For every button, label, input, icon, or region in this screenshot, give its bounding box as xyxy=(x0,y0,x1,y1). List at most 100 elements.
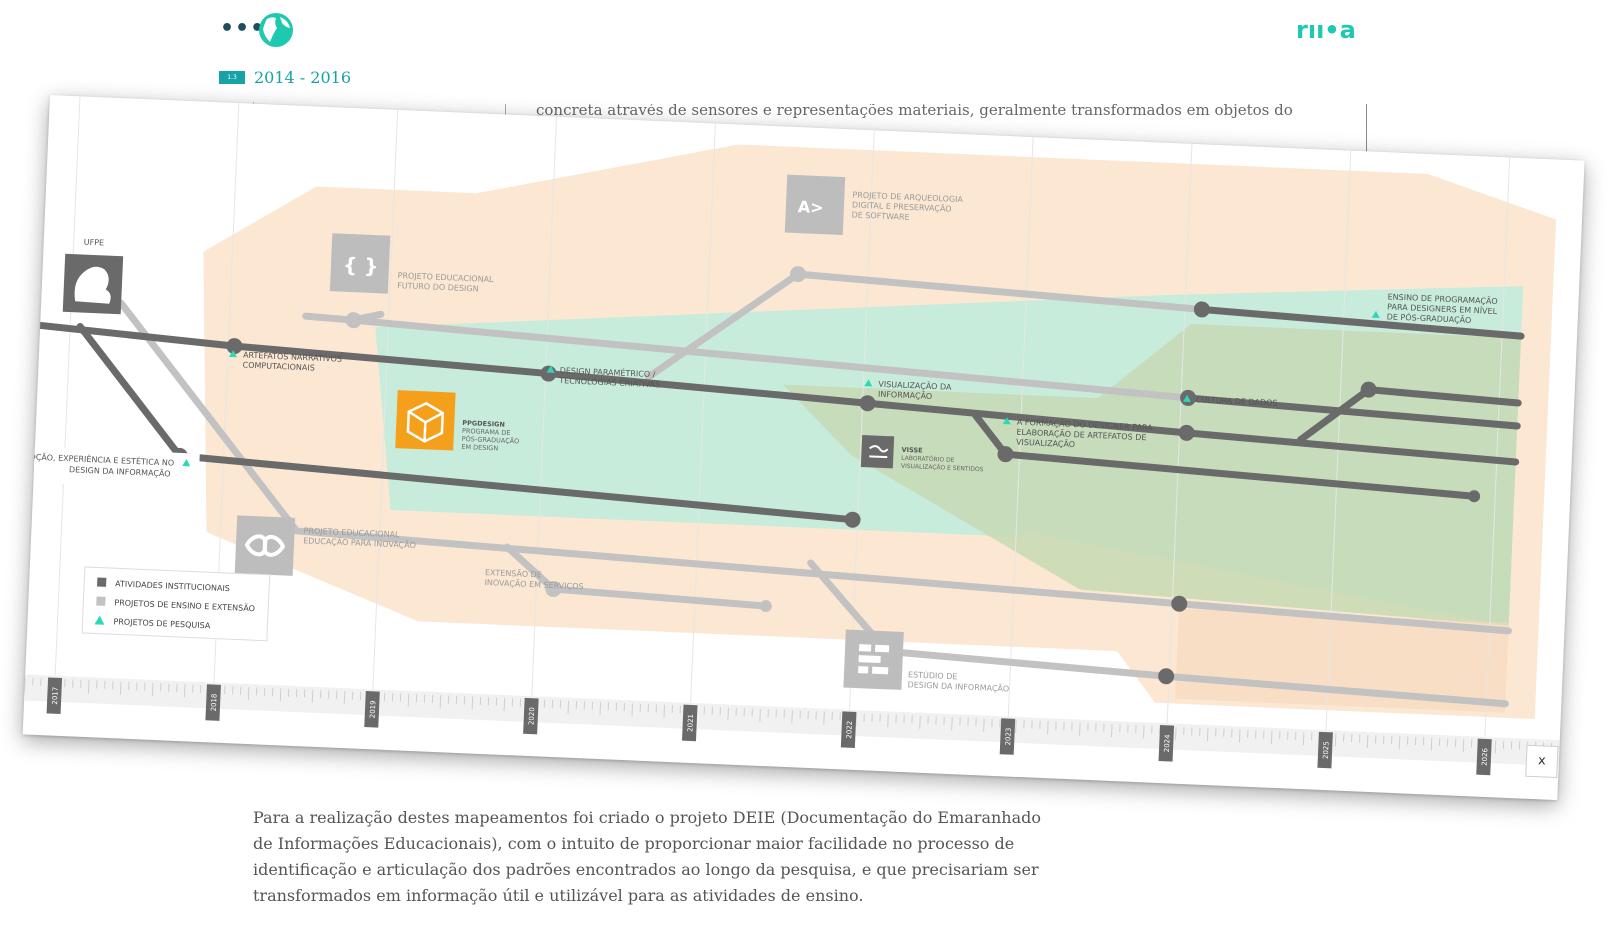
axis-tick xyxy=(1430,737,1433,751)
project-label-line: INOVAÇÃO EM SERVIÇOS xyxy=(484,577,583,591)
grid-icon xyxy=(858,644,890,675)
ufpe-label: UFPE xyxy=(84,238,105,248)
ppgdesign-sub-2: PÓS-GRADUAÇÃO xyxy=(462,434,520,445)
axis-tick xyxy=(1398,736,1401,750)
chapter-badge: 1.3 xyxy=(219,71,245,84)
timeline-node xyxy=(997,446,1014,463)
research-label-line: ARTEFATOS NARRATIVOS xyxy=(243,350,342,363)
timeline-node xyxy=(1178,424,1195,441)
year-label-text: 2024 xyxy=(1163,734,1172,753)
timeline-node xyxy=(1193,301,1210,318)
axis-tick xyxy=(1111,723,1113,737)
year-label: 2017 xyxy=(46,677,63,715)
axis-tick xyxy=(663,704,665,718)
research-label-line: CULTURA DE DADOS xyxy=(1196,395,1278,407)
chapter-title: 2014 - 2016 xyxy=(254,68,352,87)
project-servicos-label: EXTENSÃO DE INOVAÇÃO EM SERVIÇOS xyxy=(484,567,583,591)
research-visualizacao-label: VISUALIZAÇÃO DA INFORMAÇÃO xyxy=(864,379,952,401)
close-button[interactable]: x xyxy=(1525,744,1559,779)
year-label-bg xyxy=(523,697,539,735)
research-marker xyxy=(182,459,191,467)
year-guide xyxy=(54,96,81,676)
timeline-node xyxy=(1171,595,1188,612)
research-label-line: DESIGN DA INFORMAÇÃO xyxy=(69,464,171,478)
axis-tick xyxy=(24,677,26,691)
futuro-design-box xyxy=(329,233,391,294)
research-label-line: INFORMAÇÃO xyxy=(878,389,933,401)
research-label-line: TECNOLOGIAS CRIATIVAS xyxy=(558,376,660,389)
axis-tick xyxy=(183,684,186,698)
year-guide xyxy=(1325,150,1352,731)
legend-swatch-institutional xyxy=(97,577,107,587)
axis-tick xyxy=(247,687,250,701)
axis-tick xyxy=(1079,722,1081,736)
year-label: 2023 xyxy=(999,718,1016,755)
timeline-diagram: UFPE { } A> PPGDESIGN PROGRAMA DE PÓS-GR… xyxy=(24,96,1560,776)
year-label-bg xyxy=(205,684,221,721)
project-label-line: FUTURO DO DESIGN xyxy=(397,281,479,293)
timeline-line xyxy=(26,320,1520,466)
research-marker xyxy=(1002,417,1011,425)
legend: ATIVIDADES INSTITUCIONAIS PROJETOS DE EN… xyxy=(81,566,271,642)
axis-tick xyxy=(567,700,570,714)
year-label-text: 2017 xyxy=(51,687,60,705)
axis-tick xyxy=(823,711,825,725)
brand-logo[interactable]: rıı•a xyxy=(1296,16,1360,44)
axis-tick xyxy=(759,708,761,722)
year-guide xyxy=(372,109,399,690)
arqueologia-box xyxy=(784,174,846,236)
year-guide xyxy=(1007,137,1034,717)
year-label: 2019 xyxy=(364,691,380,728)
year-label: 2021 xyxy=(681,704,698,742)
project-label-line: DESIGN DA INFORMAÇÃO xyxy=(907,679,1009,693)
menu-icon[interactable]: ••• xyxy=(220,16,266,41)
axis-tick xyxy=(1494,740,1497,754)
diagram-card: UFPE { } A> PPGDESIGN PROGRAMA DE PÓS-GR… xyxy=(22,95,1585,801)
year-label-bg xyxy=(999,718,1016,755)
timeline-node xyxy=(1360,381,1377,398)
timeline-line xyxy=(117,299,1512,635)
research-marker xyxy=(228,350,237,358)
year-guide xyxy=(690,123,716,703)
research-programacao-label: ENSINO DE PROGRAMAÇÃO PARA DESIGNERS EM … xyxy=(1371,291,1498,325)
year-label-text: 2021 xyxy=(686,714,695,732)
legend-swatch-teaching xyxy=(96,596,106,606)
research-artefatos-label: ARTEFATOS NARRATIVOS COMPUTACIONAIS xyxy=(228,350,342,373)
project-label-line: PROJETO EDUCACIONAL xyxy=(397,271,494,284)
chapter-heading: 1.3 2014 - 2016 xyxy=(219,68,351,87)
project-arqueologia-label: PROJETO DE ARQUEOLOGIA DIGITAL E PRESERV… xyxy=(851,190,963,221)
axis-tick xyxy=(1206,728,1209,742)
wave-icon xyxy=(869,445,889,453)
project-estudio-label: ESTÚDIO DE DESIGN DA INFORMAÇÃO xyxy=(907,668,1009,693)
year-label-bg xyxy=(681,704,698,742)
axis-tick xyxy=(1366,734,1369,748)
axis-tick xyxy=(1302,732,1305,746)
research-cultura-label: CULTURA DE DADOS xyxy=(1182,394,1278,408)
axis-tick xyxy=(151,682,154,696)
globe-icon[interactable] xyxy=(258,12,294,48)
year-label-text: 2019 xyxy=(369,700,378,718)
lion-icon xyxy=(74,266,111,304)
axis-tick xyxy=(1015,719,1017,733)
research-marker xyxy=(1371,310,1380,319)
axis-tick xyxy=(311,689,314,703)
timeline-node xyxy=(1158,668,1175,685)
arqueologia-icon: A> xyxy=(798,197,825,217)
year-labels: 2017 2018 2019 2020 2021 2022 2023 2024 2025 2026 xyxy=(46,677,1492,776)
axis-tick xyxy=(87,680,90,694)
legend-swatch-research xyxy=(94,615,105,625)
research-marker xyxy=(864,379,873,387)
timeline-node xyxy=(859,395,876,412)
axis-tick xyxy=(407,693,410,707)
year-label-bg xyxy=(1317,731,1333,769)
research-marker xyxy=(546,365,555,373)
zone-olive xyxy=(783,323,1521,626)
axis-tick xyxy=(727,707,729,721)
timeline-line xyxy=(807,559,1509,708)
year-label-bg xyxy=(1158,725,1175,762)
body-paragraph: Para a realização destes mapeamentos foi… xyxy=(253,808,1042,905)
ppgdesign-title: PPGDESIGN xyxy=(462,419,505,429)
research-estetica-label: OÇÃO, EXPERIÊNCIA E ESTÉTICA NO DESIGN D… xyxy=(28,446,200,490)
axis-tick xyxy=(887,714,889,728)
timeline-node xyxy=(345,312,362,329)
